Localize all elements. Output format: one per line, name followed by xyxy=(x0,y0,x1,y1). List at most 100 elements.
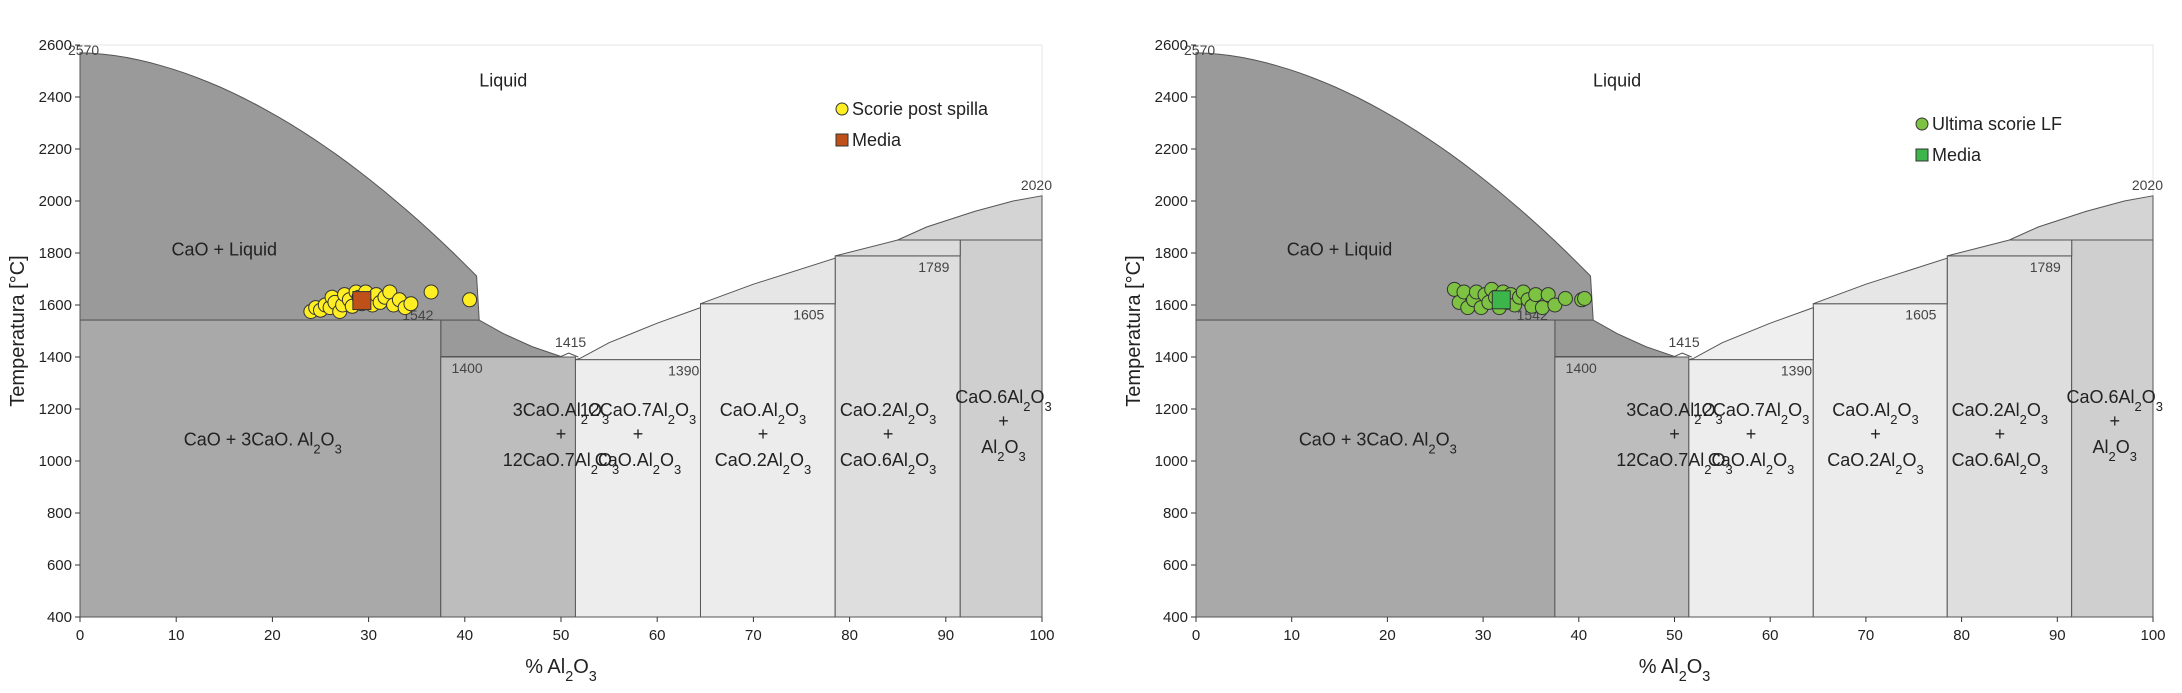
temperature-annotation: 1390 xyxy=(668,363,699,379)
temperature-annotation: 1400 xyxy=(1566,360,1597,376)
region-al2o3-liquid xyxy=(2009,195,2154,241)
region-label-3-a: 3CaO.Al2O3 xyxy=(513,400,609,427)
region-ca2-ca6 xyxy=(834,255,961,618)
x-tick-label: 10 xyxy=(1283,627,1300,644)
x-tick-label: 100 xyxy=(1029,627,1054,644)
x-tick-label: 30 xyxy=(1475,627,1492,644)
data-point xyxy=(423,284,439,300)
y-tick-label: 1400 xyxy=(1155,349,1188,366)
data-point xyxy=(1528,287,1544,303)
region-label-5-plus: + xyxy=(758,424,769,444)
region-label-7-plus: + xyxy=(2109,411,2120,431)
y-tick-label: 1800 xyxy=(39,245,72,262)
y-tick-label: 800 xyxy=(47,505,72,522)
eutectic-curve xyxy=(1674,352,1692,358)
region-label-7-b: Al2O3 xyxy=(2092,437,2136,464)
temperature-annotation: 1605 xyxy=(793,307,824,323)
y-axis-title: Temperatura [°C] xyxy=(1123,255,1145,406)
y-tick-label: 600 xyxy=(1163,557,1188,574)
y-tick-label: 2600 xyxy=(39,37,72,54)
region-label-3-plus: + xyxy=(1669,424,1680,444)
region-al2o3-liquid xyxy=(897,195,1043,241)
x-tick-label: 40 xyxy=(1570,627,1587,644)
region-c12a7-ca xyxy=(1688,359,1814,618)
x-tick-label: 10 xyxy=(168,627,185,644)
region-label-3-b: 12CaO.7Al2O3 xyxy=(503,450,620,477)
region-cao-c3a xyxy=(1195,319,1556,618)
y-axis-title: Temperatura [°C] xyxy=(7,255,29,406)
region-label-4-a: 12CaO.7Al2O3 xyxy=(580,400,697,427)
temperature-annotation: 1400 xyxy=(452,360,483,376)
region-label-0: Liquid xyxy=(1593,71,1641,91)
region-label-3-plus: + xyxy=(556,424,567,444)
data-point xyxy=(1557,291,1573,306)
region-ca2-liquid xyxy=(1813,257,1948,305)
mean-marker xyxy=(1491,290,1511,310)
y-tick-label: 2600 xyxy=(1155,37,1188,54)
y-tick-label: 600 xyxy=(47,557,72,574)
region-c3a-c12a7 xyxy=(1554,356,1690,618)
x-tick-label: 90 xyxy=(2049,627,2066,644)
legend-label: Ultima scorie LF xyxy=(1932,114,2062,134)
region-ca-liquid xyxy=(575,306,701,361)
region-label-5-a: CaO.Al2O3 xyxy=(720,400,806,427)
region-c3a-c12a7 xyxy=(440,356,576,618)
region-label-2: CaO + 3CaO. Al2O3 xyxy=(1299,429,1457,456)
x-axis-title: % Al2O3 xyxy=(1639,656,1711,685)
region-ca2-liquid xyxy=(700,257,836,305)
temperature-annotation: 1415 xyxy=(1668,334,1699,350)
x-tick-label: 80 xyxy=(1953,627,1970,644)
data-point xyxy=(462,292,478,308)
x-tick-label: 20 xyxy=(1379,627,1396,644)
legend-swatch xyxy=(835,102,849,116)
y-tick-label: 400 xyxy=(47,609,72,626)
chart-right: 0 10 20 30 40 50 60 70 80 90 100 400 600 800 1000 1200 1… xyxy=(1123,37,2166,685)
region-label-4-plus: + xyxy=(633,424,644,444)
region-label-4-b: CaO.Al2O3 xyxy=(1708,450,1794,477)
region-label-5-a: CaO.Al2O3 xyxy=(1832,400,1918,427)
region-label-1: CaO + Liquid xyxy=(1287,240,1393,260)
region-c12a7-ca xyxy=(574,359,701,618)
temperature-annotation: 1390 xyxy=(1781,363,1812,379)
temperature-annotation: 2020 xyxy=(2132,177,2163,193)
region-label-1: CaO + Liquid xyxy=(172,240,278,260)
temperature-annotation: 2020 xyxy=(1021,177,1052,193)
temperature-annotation: 2570 xyxy=(1184,42,1215,58)
x-tick-label: 60 xyxy=(649,627,666,644)
y-tick-label: 400 xyxy=(1163,609,1188,626)
x-tick-label: 90 xyxy=(937,627,954,644)
region-ca-ca2 xyxy=(1812,303,1948,618)
y-tick-label: 1800 xyxy=(1155,245,1188,262)
chart-left: 0 10 20 30 40 50 60 70 80 90 100 400 600 800 1000 1200 1… xyxy=(7,37,1055,685)
temperature-annotation: 1605 xyxy=(1905,307,1936,323)
y-tick-label: 2400 xyxy=(1155,89,1188,106)
region-label-4-plus: + xyxy=(1746,424,1757,444)
y-tick-label: 1200 xyxy=(39,401,72,418)
y-tick-label: 2200 xyxy=(39,141,72,158)
region-label-7-plus: + xyxy=(998,411,1009,431)
y-tick-label: 1600 xyxy=(39,297,72,314)
y-tick-label: 1200 xyxy=(1155,401,1188,418)
x-tick-label: 30 xyxy=(360,627,377,644)
y-tick-label: 1600 xyxy=(1155,297,1188,314)
region-label-7-a: CaO.6Al2O3 xyxy=(2066,387,2162,414)
data-point xyxy=(1577,291,1593,306)
x-tick-label: 50 xyxy=(1666,627,1683,644)
y-tick-label: 1400 xyxy=(39,349,72,366)
data-point xyxy=(1540,287,1556,303)
region-label-3-a: 3CaO.Al2O3 xyxy=(1626,400,1722,427)
region-label-5-b: CaO.2Al2O3 xyxy=(715,450,811,477)
region-label-6-plus: + xyxy=(1995,424,2006,444)
y-tick-label: 1000 xyxy=(39,453,72,470)
legend-label: Media xyxy=(1932,145,1982,165)
temperature-annotation: 1789 xyxy=(918,259,949,275)
temperature-annotation: 2570 xyxy=(68,42,99,58)
region-label-6-a: CaO.2Al2O3 xyxy=(840,400,936,427)
x-tick-label: 20 xyxy=(264,627,281,644)
data-point xyxy=(1534,300,1550,316)
region-cao-liquid xyxy=(79,52,480,321)
y-tick-label: 2000 xyxy=(39,193,72,210)
y-tick-label: 2400 xyxy=(39,89,72,106)
legend-label: Scorie post spilla xyxy=(852,99,989,119)
